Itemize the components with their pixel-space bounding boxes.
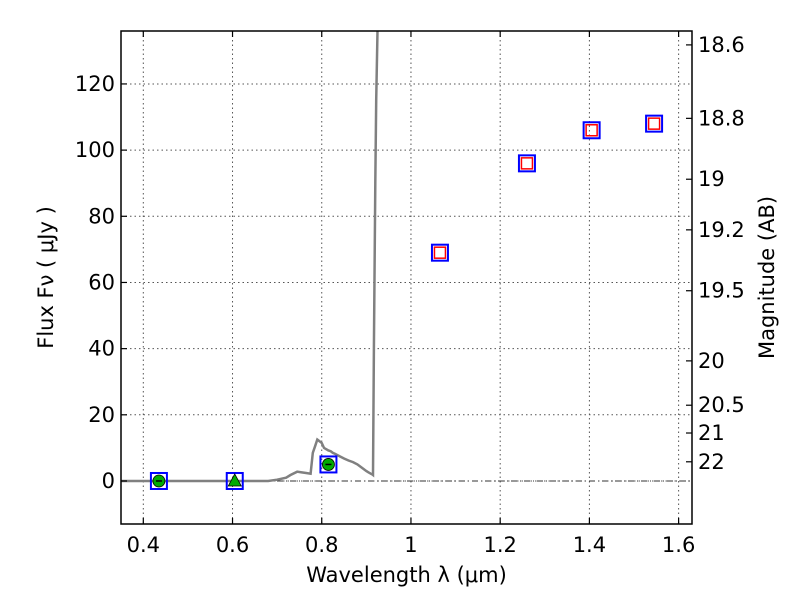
blue-square-point — [225, 471, 244, 490]
ticks-layer — [121, 31, 692, 524]
red-square-point — [433, 246, 447, 259]
y-tick-label: 120 — [75, 72, 115, 96]
blue-square-point — [319, 455, 338, 474]
blue-square-point — [645, 114, 664, 133]
red-square-point — [585, 124, 598, 137]
blue-square-point — [430, 243, 449, 262]
blue-square-point — [149, 471, 168, 490]
y-tick-label: 80 — [88, 204, 115, 228]
y-tick-label: 0 — [102, 469, 115, 493]
x-tick-label: 1.6 — [662, 533, 695, 557]
blue-square-point — [582, 121, 601, 140]
right-tick-label: 20 — [698, 349, 725, 373]
x-tick-label: 0.8 — [305, 533, 338, 557]
green-triangle-point — [227, 473, 242, 487]
series-layer — [121, 31, 664, 490]
right-axis-label: Magnitude (AB) — [755, 196, 779, 359]
x-tick-label: 0.6 — [216, 533, 249, 557]
x-tick-label: 0.4 — [127, 533, 160, 557]
y-tick-label: 100 — [75, 138, 115, 162]
x-tick-label: 1.2 — [483, 533, 516, 557]
right-tick-label: 20.5 — [698, 393, 745, 417]
red-square-point — [520, 157, 534, 170]
model-spectrum-line — [121, 31, 379, 483]
blue-square-point — [517, 154, 536, 173]
right-tick-label: 21 — [698, 421, 725, 445]
tick-labels-layer: 0.4 0.6 0.8 1 1.2 1.4 1.6 0 20 40 60 80 100 120 18.6 18… — [75, 33, 745, 557]
x-tick-label: 1 — [404, 533, 417, 557]
y-axis-label: Flux Fν ( μJy ) — [34, 206, 58, 349]
y-tick-label: 60 — [88, 270, 115, 294]
red-square-point — [647, 117, 661, 130]
x-tick-label: 1.4 — [573, 533, 606, 557]
y-tick-label: 40 — [88, 337, 115, 361]
right-tick-label: 19 — [698, 167, 725, 191]
right-tick-label: 19.5 — [698, 279, 745, 303]
y-tick-label: 20 — [88, 403, 115, 427]
x-axis-label: Wavelength λ (μm) — [306, 563, 507, 587]
right-tick-label: 18.6 — [698, 33, 745, 57]
right-tick-label: 19.2 — [698, 218, 745, 242]
right-tick-label: 22 — [698, 450, 725, 474]
grid — [121, 31, 692, 524]
plot-frame — [120, 30, 693, 525]
right-tick-label: 18.8 — [698, 106, 745, 130]
